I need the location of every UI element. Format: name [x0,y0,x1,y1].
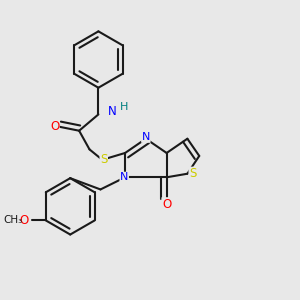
Text: O: O [19,214,28,227]
Text: CH₃: CH₃ [3,215,22,225]
Text: N: N [107,105,116,118]
Text: N: N [120,172,128,182]
Text: O: O [162,198,171,211]
Text: H: H [119,102,128,112]
Text: S: S [189,167,196,180]
Text: S: S [100,153,107,166]
Text: N: N [142,132,150,142]
Text: O: O [50,120,59,134]
